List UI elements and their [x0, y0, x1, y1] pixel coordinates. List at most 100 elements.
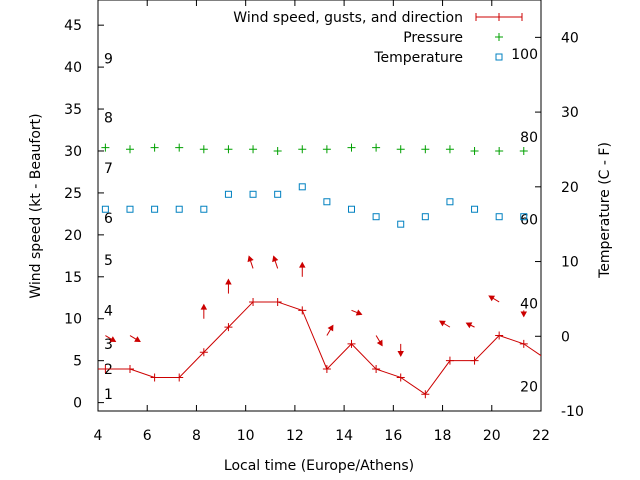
- y-tick-label: 0: [73, 396, 82, 412]
- fahrenheit-label: 40: [520, 296, 538, 312]
- x-tick-label: 10: [237, 428, 255, 444]
- wind-point: [125, 365, 134, 374]
- y-tick-label: 30: [64, 144, 82, 160]
- wind-direction-arrow: [488, 295, 500, 303]
- beaufort-label: 7: [104, 161, 113, 177]
- pressure-point: [175, 143, 184, 152]
- pressure-point: [224, 145, 233, 154]
- x-tick-label: 12: [286, 428, 304, 444]
- pressure-point: [199, 145, 208, 154]
- pressure-point: [298, 145, 307, 154]
- pressure-point: [125, 145, 134, 154]
- wind-point: [199, 348, 208, 357]
- wind-point: [495, 331, 504, 340]
- arrow-head: [225, 278, 232, 285]
- arrow-head: [439, 320, 446, 327]
- wind-direction-arrow: [129, 335, 141, 343]
- arrow-head: [247, 255, 254, 263]
- wind-direction-arrow: [299, 261, 306, 277]
- beaufort-label: 9: [104, 52, 113, 68]
- y2-tick-label: 10: [561, 255, 579, 271]
- pressure-point: [372, 143, 381, 152]
- y2-tick-label: -10: [561, 404, 584, 420]
- wind-direction-arrow: [397, 343, 404, 357]
- temperature-point: [101, 205, 109, 213]
- x-axis-label: Local time (Europe/Athens): [224, 458, 414, 474]
- y-tick-label: 5: [73, 354, 82, 370]
- y2-tick-label: 20: [561, 180, 579, 196]
- y-tick-label: 15: [64, 270, 82, 286]
- temperature-point: [126, 205, 134, 213]
- beaufort-label: 1: [104, 387, 113, 403]
- wind-point: [421, 390, 430, 399]
- plot-content: 1 2 3 4 5 6 7 8 9 20 40 60 80 100: [98, 47, 541, 403]
- fahrenheit-label: 80: [520, 130, 538, 146]
- arrow-head: [299, 261, 306, 268]
- fahrenheit-label: 60: [520, 213, 538, 229]
- pressure-point: [445, 145, 454, 154]
- y-axis-label: Wind speed (kt - Beaufort): [28, 113, 44, 298]
- arrow-head: [520, 311, 528, 318]
- wind-direction-arrow: [105, 335, 117, 343]
- wind-direction-arrow: [439, 320, 451, 328]
- y-tick-label: 10: [64, 312, 82, 328]
- arrow-head: [355, 309, 363, 316]
- wind-point: [445, 356, 454, 365]
- y2-axis-label: Temperature (C - F): [597, 142, 613, 279]
- legend-label: Temperature: [373, 50, 463, 66]
- wind-direction-arrow: [375, 335, 383, 347]
- fahrenheit-label: 20: [520, 379, 538, 395]
- wind-direction-arrow: [520, 310, 528, 318]
- legend-pressure-swatch: [495, 33, 503, 41]
- beaufort-label: 6: [104, 211, 113, 227]
- arrow-head: [488, 295, 496, 302]
- legend-temperature-swatch: [495, 53, 503, 61]
- tick-marks: 4 6 8 10 12 14 16 18 20 22051015202530354045-1001…: [64, 0, 584, 444]
- temperature-point: [175, 205, 183, 213]
- temperature-point: [495, 213, 503, 221]
- wind-line: [98, 301, 541, 395]
- legend-label: Pressure: [403, 30, 463, 46]
- fahrenheit-label: 100: [511, 47, 538, 63]
- wind-direction-arrow: [272, 255, 279, 269]
- x-tick-label: 18: [434, 428, 452, 444]
- beaufort-label: 2: [104, 362, 113, 378]
- temperature-point: [249, 190, 257, 198]
- beaufort-label: 4: [104, 303, 113, 319]
- y-tick-label: 35: [64, 102, 82, 118]
- wind-direction-arrow: [465, 322, 475, 329]
- temperature-point: [200, 205, 208, 213]
- pressure-point: [347, 143, 356, 152]
- y2-tick-label: 30: [561, 105, 579, 121]
- arrow-head: [200, 303, 208, 310]
- pressure-point: [470, 146, 479, 155]
- x-tick-label: 16: [384, 428, 402, 444]
- x-tick-label: 4: [94, 428, 103, 444]
- wind-point: [224, 323, 233, 332]
- wind-direction-arrow: [351, 309, 363, 316]
- y-tick-label: 45: [64, 18, 82, 34]
- wind-point: [322, 365, 331, 374]
- pressure-point: [421, 145, 430, 154]
- temperature-point: [323, 198, 331, 206]
- arrow-head: [397, 351, 404, 357]
- arrow-head: [109, 336, 117, 343]
- wind-point: [519, 339, 528, 348]
- temperature-point: [298, 183, 306, 191]
- arrow-head: [376, 339, 383, 347]
- y2-tick-label: 0: [561, 329, 570, 345]
- wind-direction-arrow: [225, 278, 232, 294]
- arrow-head: [465, 322, 473, 329]
- wind-point: [150, 373, 159, 382]
- x-tick-label: 8: [192, 428, 201, 444]
- wind-point: [249, 297, 258, 306]
- wind-direction-arrow: [200, 303, 208, 319]
- y-tick-label: 20: [64, 228, 82, 244]
- wind-point: [273, 297, 282, 306]
- temperature-point: [274, 190, 282, 198]
- wind-point: [101, 365, 110, 374]
- wind-series: [98, 297, 541, 399]
- temperature-point: [421, 213, 429, 221]
- legend: Wind speed, gusts, and direction Pressure…: [233, 10, 523, 66]
